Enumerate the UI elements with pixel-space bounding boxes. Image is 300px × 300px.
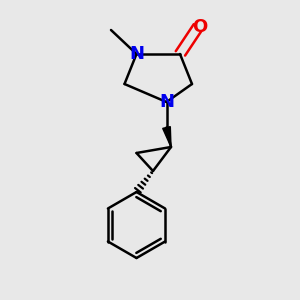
Polygon shape bbox=[163, 127, 171, 147]
Text: N: N bbox=[129, 45, 144, 63]
Text: N: N bbox=[159, 93, 174, 111]
Text: O: O bbox=[192, 18, 207, 36]
